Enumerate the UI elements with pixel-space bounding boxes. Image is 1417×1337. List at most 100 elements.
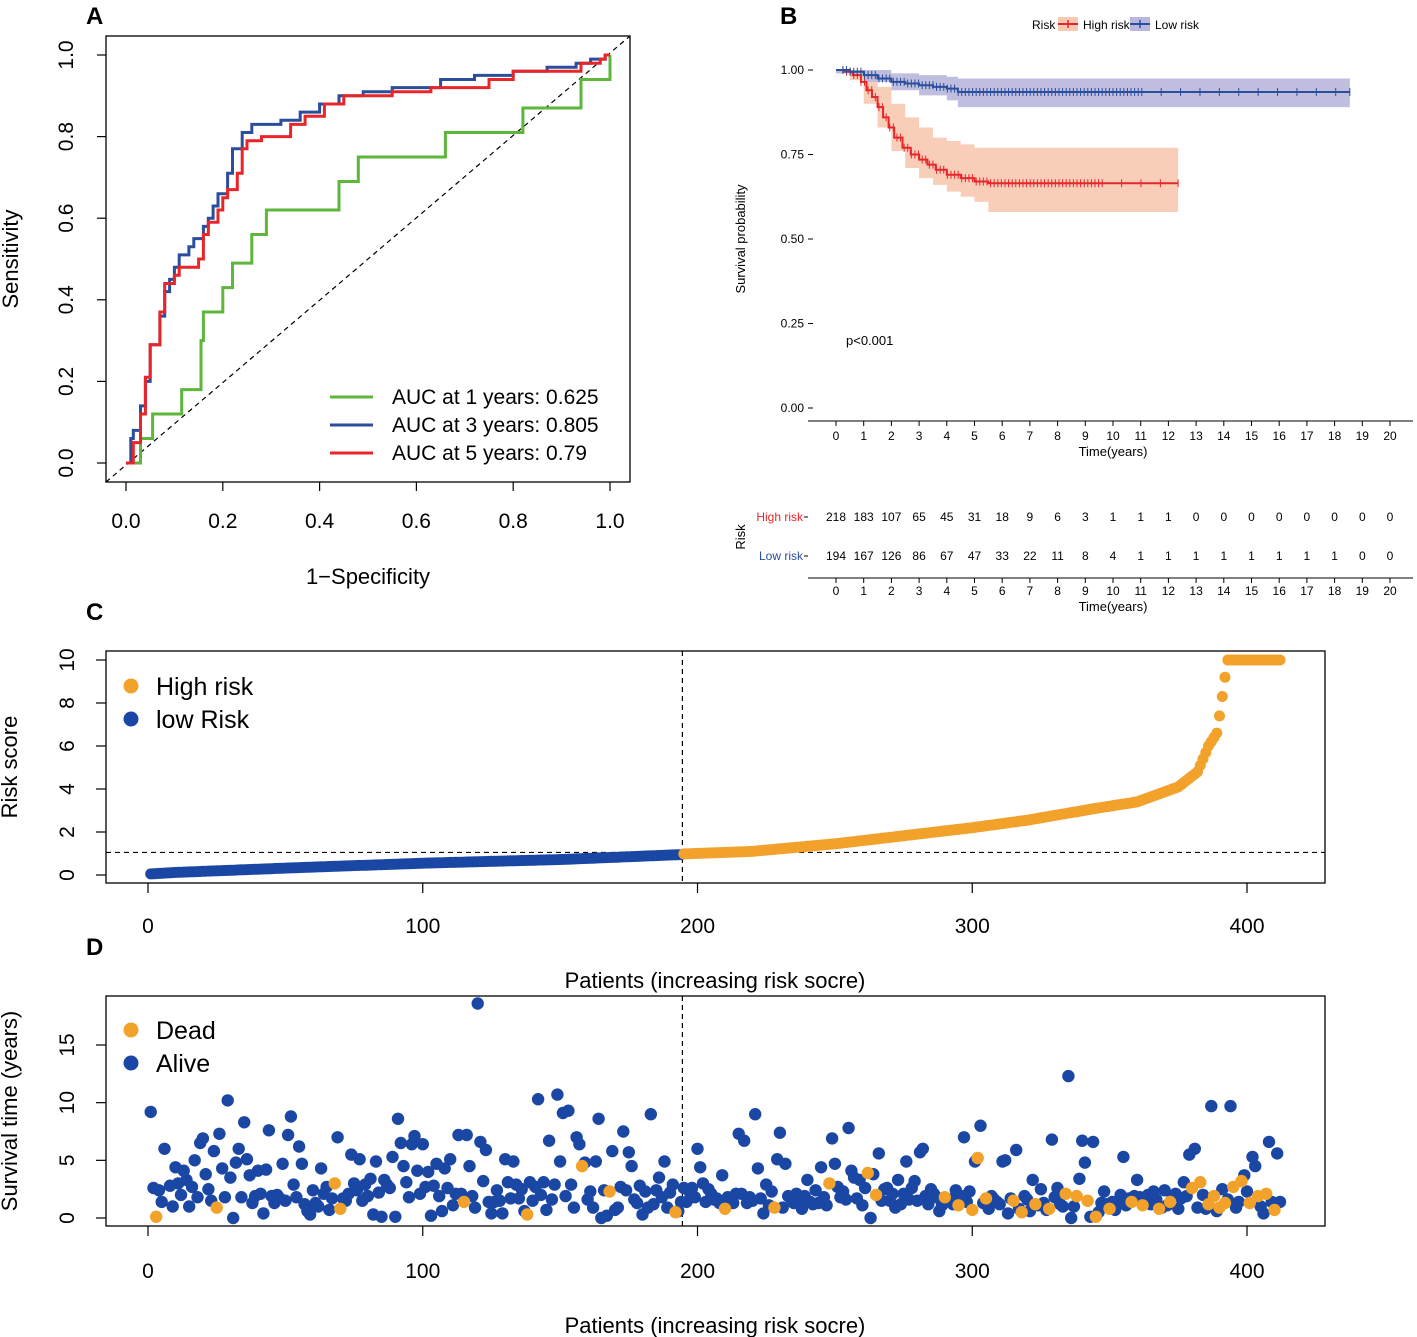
km-x-tick-label: 9 <box>1082 429 1089 443</box>
km-chart: Risk High risk Low risk 0.00 0.25 0.50 0.75 1… <box>733 17 1413 459</box>
risk-table-cell: 218 <box>826 510 846 524</box>
survival-point-alive <box>369 1155 383 1168</box>
km-x-tick-label: 8 <box>1054 429 1061 443</box>
survival-point-alive <box>391 1112 405 1126</box>
survival-point-alive <box>542 1134 556 1147</box>
survival-status-x-tick-label: 300 <box>955 1260 990 1283</box>
survival-point-dead <box>1081 1194 1094 1207</box>
survival-point-dead <box>979 1192 993 1205</box>
risk-table-x-tick-label: 10 <box>1106 584 1120 598</box>
survival-point-alive <box>166 1200 179 1213</box>
risk-score-point-high <box>1216 691 1228 702</box>
risk-score-y-tick-label: 0 <box>56 869 79 881</box>
survival-point-dead <box>150 1210 163 1224</box>
survival-point-alive <box>471 997 484 1010</box>
survival-point-alive <box>185 1180 199 1194</box>
risk-table-cell: 0 <box>1248 510 1255 524</box>
survival-status-x-tick-label: 0 <box>142 1260 154 1283</box>
survival-point-dead <box>1268 1203 1281 1217</box>
survival-point-alive <box>196 1132 210 1145</box>
risk-table-x-axis-label: Time(years) <box>1079 599 1148 614</box>
survival-point-alive <box>446 1199 460 1212</box>
survival-point-alive <box>477 1174 490 1188</box>
risk-table-cell: 6 <box>1054 510 1061 524</box>
survival-point-alive <box>1073 1172 1086 1186</box>
roc-x-tick-label: 0.8 <box>499 510 528 533</box>
survival-point-alive <box>259 1163 273 1176</box>
survival-point-alive <box>372 1186 385 1199</box>
km-y-tick-label: 0.25 <box>781 317 805 331</box>
survival-point-alive <box>227 1211 240 1225</box>
survival-point-alive <box>202 1183 215 1196</box>
roc-chart: 0.0 0.2 0.4 0.6 0.8 1.0 0.0 0.2 0.4 0.6 0.8 1.0 1−… <box>0 35 631 589</box>
survival-point-dead <box>1007 1194 1020 1207</box>
survival-point-alive <box>694 1161 707 1174</box>
survival-point-alive <box>564 1178 578 1191</box>
risk-table-cell: 1 <box>1110 510 1117 524</box>
risk-table-cell: 9 <box>1027 510 1034 524</box>
survival-point-dead <box>1136 1199 1149 1212</box>
survival-point-alive <box>531 1093 545 1106</box>
risk-table-cell: 1 <box>1193 549 1200 563</box>
survival-point-dead <box>1103 1202 1116 1216</box>
survival-point-dead <box>1243 1196 1256 1210</box>
risk-table-x-tick-label: 11 <box>1134 584 1147 598</box>
survival-point-dead <box>718 1202 732 1216</box>
risk-table-cell: 126 <box>881 549 901 563</box>
km-legend-label: Low risk <box>1155 18 1200 32</box>
survival-point-alive <box>290 1191 303 1204</box>
survival-status-y-axis-label: Survival time (years) <box>0 1011 22 1211</box>
risk-table-cell: 1 <box>1137 510 1144 524</box>
roc-y-tick-label: 0.6 <box>55 204 78 233</box>
risk-table-cell: 11 <box>1051 549 1064 563</box>
survival-point-alive <box>292 1140 306 1153</box>
survival-point-alive <box>188 1154 201 1167</box>
survival-point-alive <box>460 1128 473 1142</box>
survival-point-dead <box>1029 1198 1042 1211</box>
survival-point-alive <box>284 1110 298 1123</box>
survival-point-dead <box>966 1203 979 1217</box>
km-x-tick-label: 16 <box>1273 429 1287 443</box>
risk-table-x-tick-label: 16 <box>1273 584 1287 598</box>
survival-point-alive <box>553 1155 567 1168</box>
risk-table-x-tick-label: 14 <box>1217 584 1231 598</box>
roc-legend: AUC at 1 years: 0.625 AUC at 3 years: 0.8… <box>330 386 599 465</box>
risk-table: High risk 218 183 107 65 45 31 18 9 6 3 1 1 1 0 0 0 0 0 0 0 0… <box>733 510 1413 614</box>
survival-point-dead <box>1235 1174 1248 1188</box>
km-x-tick-label: 12 <box>1162 429 1176 443</box>
risk-score-chart: 0 100 200 300 400 0 2 4 6 8 10 Patients (increasi… <box>0 648 1326 993</box>
survival-point-alive <box>592 1112 605 1126</box>
survival-point-alive <box>691 1142 704 1156</box>
survival-point-alive <box>773 1126 787 1139</box>
survival-point-dead <box>1070 1189 1083 1203</box>
risk-table-cell: 0 <box>1387 549 1394 563</box>
survival-point-alive <box>1172 1202 1185 1216</box>
risk-score-plot-frame <box>105 650 1326 884</box>
risk-table-x-tick-label: 13 <box>1189 584 1203 598</box>
survival-point-alive <box>825 1132 839 1145</box>
risk-score-legend-marker <box>123 678 139 694</box>
survival-point-alive <box>916 1142 929 1156</box>
survival-point-alive <box>619 1184 633 1197</box>
survival-point-alive <box>383 1181 396 1195</box>
survival-point-alive <box>537 1176 550 1189</box>
survival-point-alive <box>1034 1183 1048 1196</box>
risk-table-cell: 167 <box>854 549 874 563</box>
survival-point-alive <box>839 1193 853 1206</box>
survival-point-alive <box>617 1125 630 1138</box>
km-curve-low-risk <box>836 69 1350 93</box>
risk-table-x-tick-label: 7 <box>1027 584 1034 598</box>
survival-point-alive <box>688 1191 701 1204</box>
risk-table-x-tick-label: 4 <box>943 584 950 598</box>
survival-status-x-tick-label: 200 <box>680 1260 715 1283</box>
survival-point-alive <box>1097 1185 1111 1198</box>
survival-point-alive <box>957 1131 971 1144</box>
km-legend-title: Risk <box>1032 18 1056 32</box>
km-ci-band-low-risk <box>836 70 1350 108</box>
survival-point-alive <box>400 1176 413 1189</box>
survival-point-alive <box>183 1200 196 1213</box>
survival-point-alive <box>427 1179 440 1192</box>
risk-score-point-high <box>1214 710 1225 722</box>
survival-point-alive <box>306 1184 320 1197</box>
